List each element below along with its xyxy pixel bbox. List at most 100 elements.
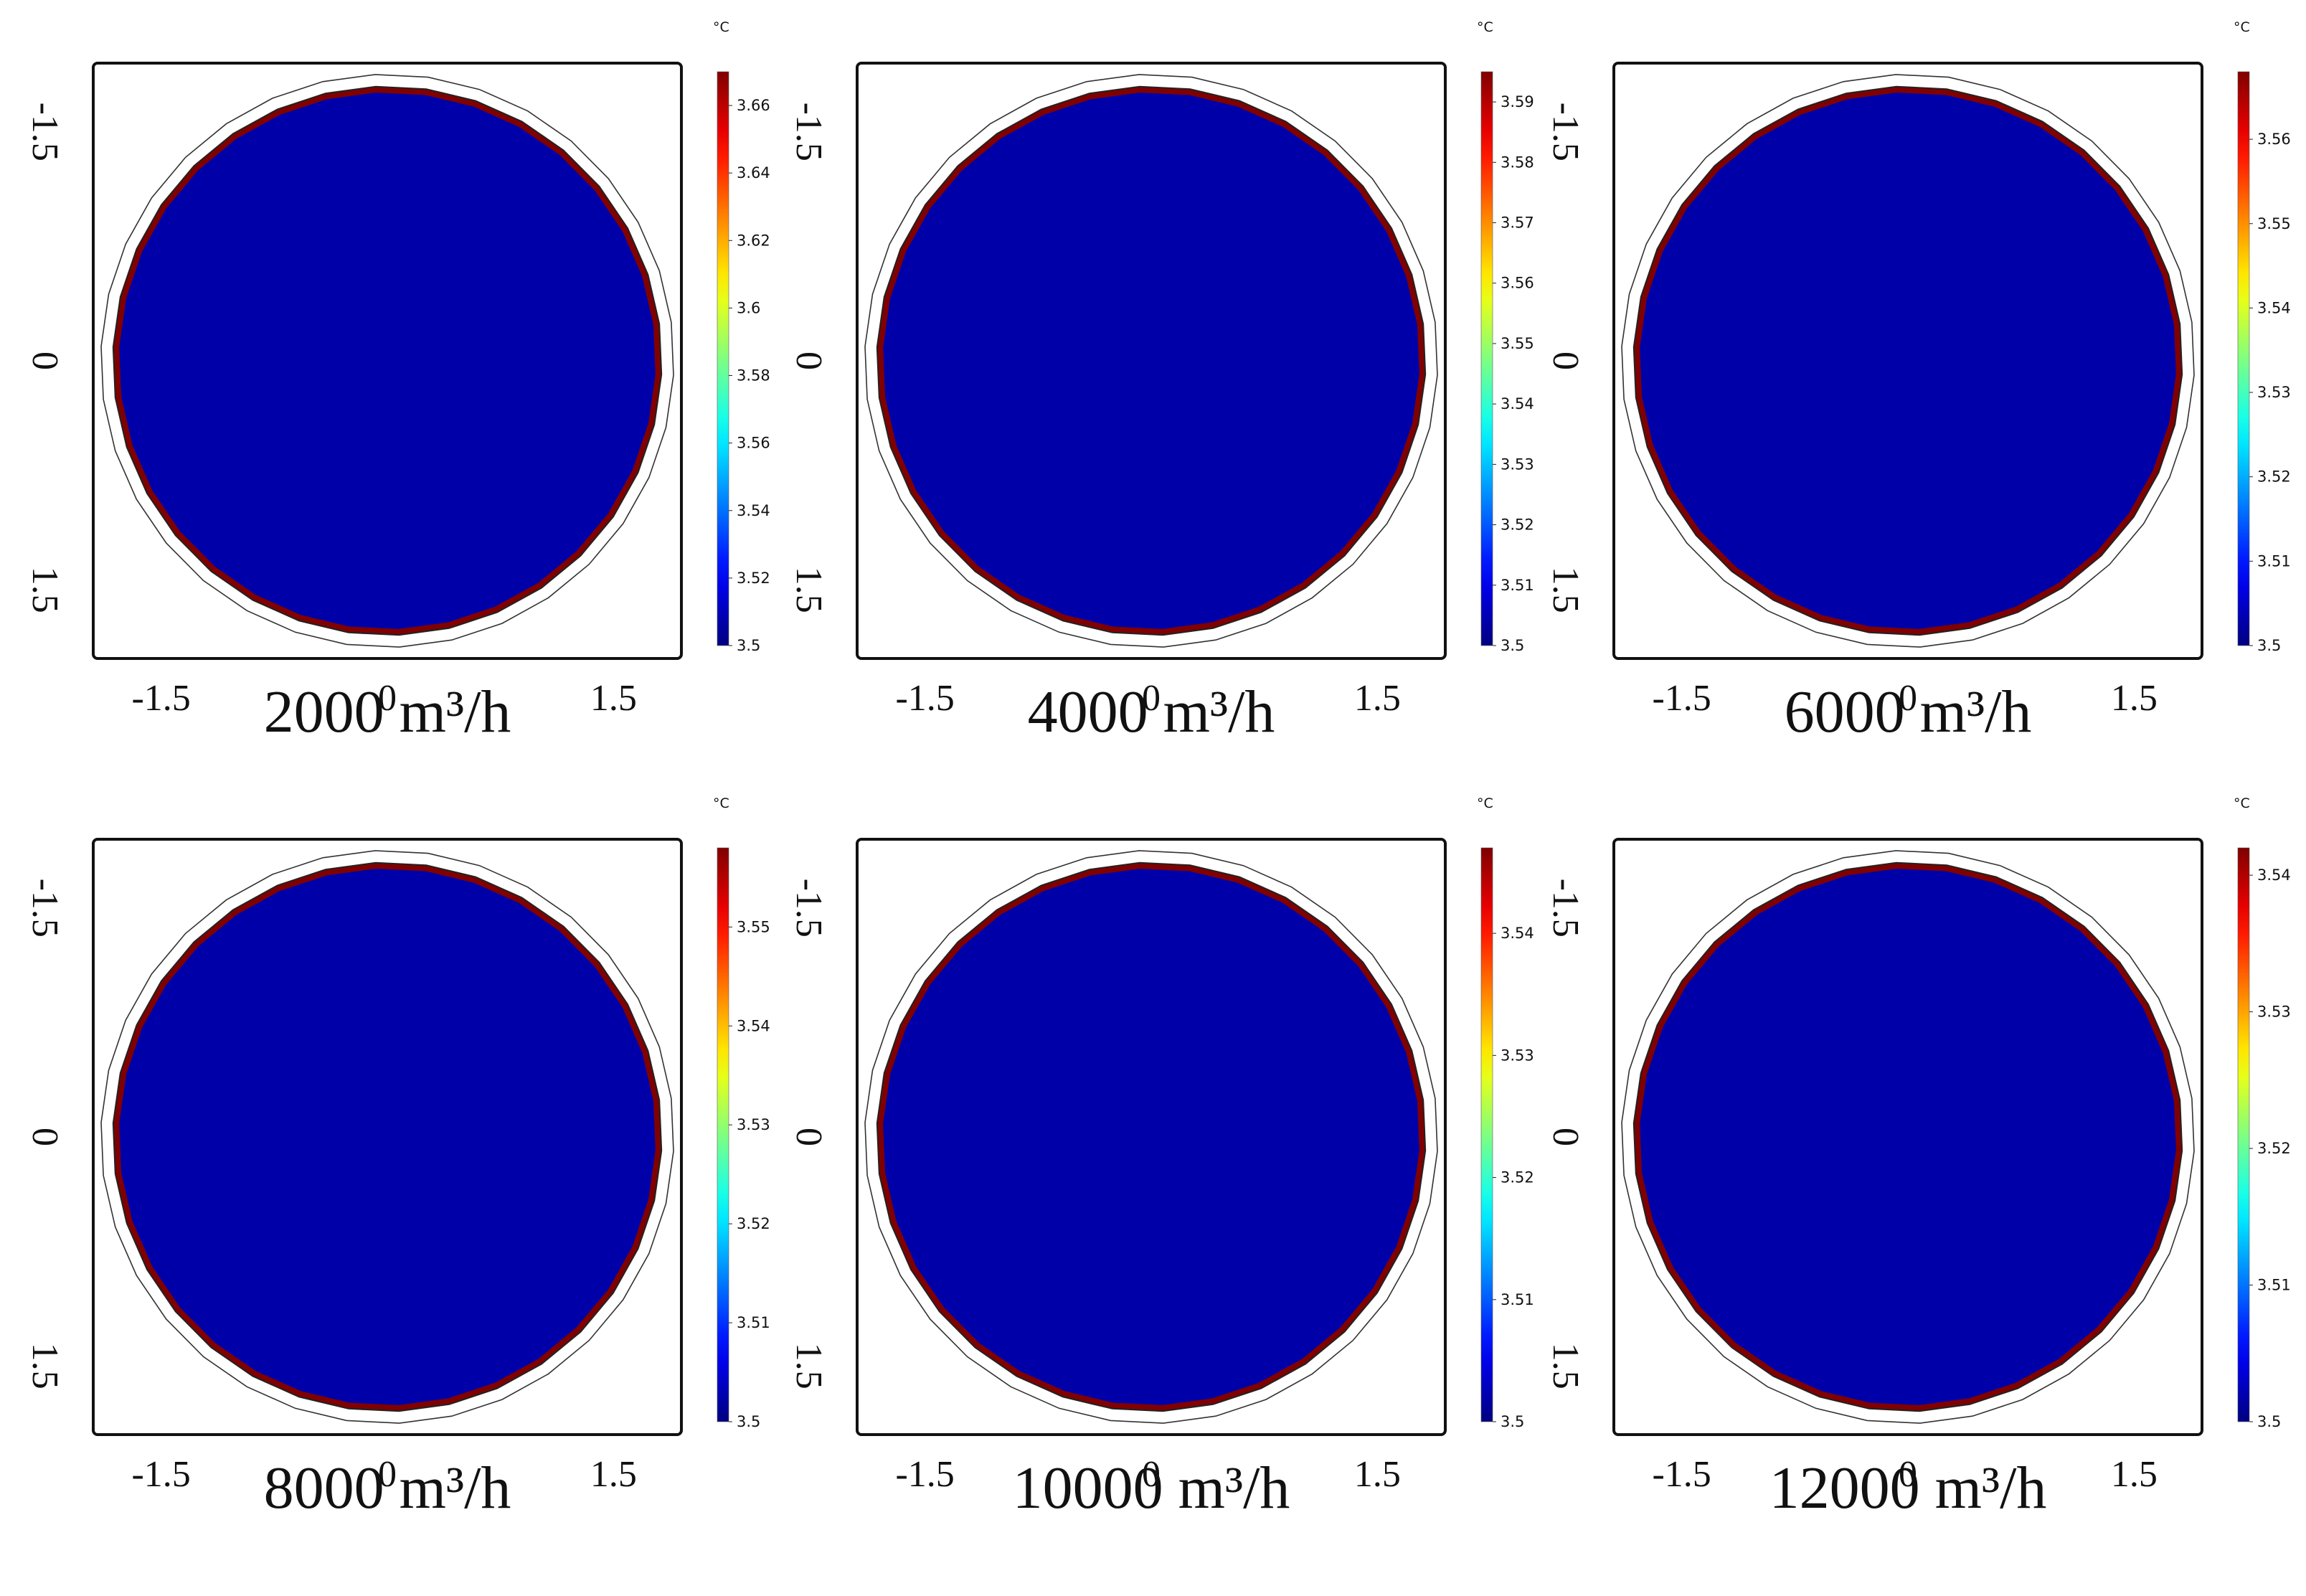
- chart-svg: -1.5 0 1.5 -1.5 0 1.5 10000 m³/h °C 3.5 3.51 3.52 3…: [788, 795, 1534, 1521]
- panel-title: 8000 m³/h: [264, 1455, 511, 1521]
- colorbar-tick-label: 3.54: [737, 502, 770, 519]
- y-tick-label: 0: [788, 1128, 829, 1146]
- colorbar-tick-label: 3.54: [737, 1017, 770, 1034]
- colorbar-tick-label: 3.53: [2257, 1004, 2291, 1021]
- colorbar-tick-label: 3.52: [2257, 1140, 2291, 1157]
- interior-temperature-field: [119, 869, 656, 1405]
- y-tick-label: -1.5: [788, 103, 829, 161]
- colorbar-tick-label: 3.53: [1501, 455, 1534, 473]
- chart-panel-6: -1.5 0 1.5 -1.5 0 1.5 12000 m³/h °C 3.5 3.51 3.52 3…: [1521, 776, 2291, 1547]
- chart-svg: -1.5 0 1.5 -1.5 0 1.5 4000 m³/h °C 3.5 3.51 3.52 3.…: [788, 19, 1534, 745]
- panel-title: 2000 m³/h: [264, 679, 511, 745]
- colorbar-tick-label: 3.5: [1501, 637, 1524, 654]
- y-tick-label: 1.5: [788, 567, 829, 613]
- x-tick-label: 0: [1899, 1454, 1917, 1495]
- x-tick-label: -1.5: [131, 678, 190, 719]
- x-tick-label: 1.5: [2111, 678, 2158, 719]
- colorbar-unit: °C: [713, 795, 729, 811]
- chart-svg: -1.5 0 1.5 -1.5 0 1.5 6000 m³/h °C 3.5 3.51 3.52 3.…: [1545, 19, 2291, 745]
- colorbar-tick-label: 3.53: [1501, 1047, 1534, 1064]
- outer-boundary: [1621, 850, 2195, 1424]
- colorbar-unit: °C: [713, 19, 729, 35]
- chart-panel-2: -1.5 0 1.5 -1.5 0 1.5 4000 m³/h °C 3.5 3.51 3.52 3.…: [764, 0, 1534, 771]
- colorbar-tick-label: 3.52: [1501, 1169, 1534, 1186]
- colorbar: [2237, 847, 2250, 1422]
- chart-panel-3: -1.5 0 1.5 -1.5 0 1.5 6000 m³/h °C 3.5 3.51 3.52 3.…: [1521, 0, 2291, 771]
- colorbar-unit: °C: [2234, 19, 2250, 35]
- colorbar: [717, 847, 729, 1422]
- y-tick-label: 0: [788, 351, 829, 370]
- colorbar: [717, 71, 729, 646]
- interior-temperature-field: [1640, 93, 2176, 629]
- colorbar-unit: °C: [1477, 19, 1493, 35]
- colorbar-tick-label: 3.51: [1501, 577, 1534, 594]
- y-tick-label: -1.5: [1545, 879, 1586, 938]
- colorbar-tick-label: 3.56: [2257, 131, 2291, 148]
- y-tick-label: 1.5: [1545, 567, 1586, 613]
- y-tick-label: -1.5: [24, 103, 65, 161]
- chart-svg: -1.5 0 1.5 -1.5 0 1.5 2000 m³/h °C 3.5 3.52 3.54 3.…: [24, 19, 770, 745]
- colorbar-unit: °C: [1477, 795, 1493, 811]
- colorbar-tick-label: 3.51: [1501, 1291, 1534, 1308]
- colorbar-tick-label: 3.58: [737, 367, 770, 384]
- x-tick-label: 0: [378, 678, 397, 719]
- colorbar-tick-label: 3.51: [737, 1314, 770, 1331]
- colorbar: [2237, 71, 2250, 646]
- x-tick-label: -1.5: [895, 1454, 954, 1495]
- y-tick-label: 0: [24, 351, 65, 370]
- panel-title: 10000 m³/h: [1013, 1455, 1290, 1521]
- colorbar-tick-label: 3.52: [1501, 516, 1534, 534]
- colorbar-tick-label: 3.56: [737, 435, 770, 452]
- x-tick-label: 1.5: [590, 1454, 637, 1495]
- colorbar-tick-label: 3.6: [737, 299, 760, 316]
- y-tick-label: 1.5: [1545, 1343, 1586, 1389]
- chart-panel-5: -1.5 0 1.5 -1.5 0 1.5 10000 m³/h °C 3.5 3.51 3.52 3…: [764, 776, 1534, 1547]
- colorbar-tick-label: 3.54: [2257, 299, 2291, 316]
- colorbar-tick-label: 3.51: [2257, 552, 2291, 570]
- colorbar-tick-label: 3.52: [737, 1215, 770, 1232]
- colorbar-tick-label: 3.5: [1501, 1413, 1524, 1430]
- x-tick-label: -1.5: [131, 1454, 190, 1495]
- colorbar-tick-label: 3.55: [2257, 215, 2291, 232]
- interior-temperature-field: [883, 93, 1419, 629]
- x-tick-label: 1.5: [2111, 1454, 2158, 1495]
- chart-panel-4: -1.5 0 1.5 -1.5 0 1.5 8000 m³/h °C 3.5 3.51 3.52 3.…: [0, 776, 770, 1547]
- y-tick-label: 0: [1545, 351, 1586, 370]
- x-tick-label: 0: [378, 1454, 397, 1495]
- colorbar-tick-label: 3.5: [2257, 1413, 2281, 1430]
- outer-boundary: [864, 74, 1438, 648]
- chart-svg: -1.5 0 1.5 -1.5 0 1.5 12000 m³/h °C 3.5 3.51 3.52 3…: [1545, 795, 2291, 1521]
- x-tick-label: 0: [1899, 678, 1917, 719]
- x-tick-label: 0: [1142, 678, 1161, 719]
- outer-boundary: [100, 850, 674, 1424]
- panel-title: 12000 m³/h: [1769, 1455, 2047, 1521]
- x-tick-label: -1.5: [1652, 1454, 1711, 1495]
- panel-title: 4000 m³/h: [1028, 679, 1275, 745]
- colorbar-tick-label: 3.56: [1501, 275, 1534, 292]
- x-tick-label: 1.5: [590, 678, 637, 719]
- colorbar-tick-label: 3.53: [737, 1116, 770, 1133]
- colorbar-tick-label: 3.54: [1501, 395, 1534, 412]
- outer-boundary: [864, 850, 1438, 1424]
- x-tick-label: -1.5: [895, 678, 954, 719]
- y-tick-label: 0: [1545, 1128, 1586, 1146]
- colorbar: [1480, 847, 1493, 1422]
- y-tick-label: -1.5: [24, 879, 65, 938]
- y-tick-label: -1.5: [1545, 103, 1586, 161]
- colorbar-tick-label: 3.5: [737, 1413, 760, 1430]
- x-tick-label: 1.5: [1354, 1454, 1401, 1495]
- colorbar-tick-label: 3.59: [1501, 93, 1534, 110]
- colorbar-tick-label: 3.52: [2257, 468, 2291, 486]
- y-tick-label: -1.5: [788, 879, 829, 938]
- interior-temperature-field: [119, 93, 656, 629]
- y-tick-label: 1.5: [24, 567, 65, 613]
- colorbar-tick-label: 3.54: [1501, 925, 1534, 942]
- colorbar-tick-label: 3.55: [737, 918, 770, 935]
- colorbar-tick-label: 3.54: [2257, 867, 2291, 884]
- x-tick-label: 0: [1142, 1454, 1161, 1495]
- y-tick-label: 1.5: [24, 1343, 65, 1389]
- outer-boundary: [1621, 74, 2195, 648]
- colorbar-tick-label: 3.64: [737, 164, 770, 181]
- colorbar: [1480, 71, 1493, 646]
- x-tick-label: 1.5: [1354, 678, 1401, 719]
